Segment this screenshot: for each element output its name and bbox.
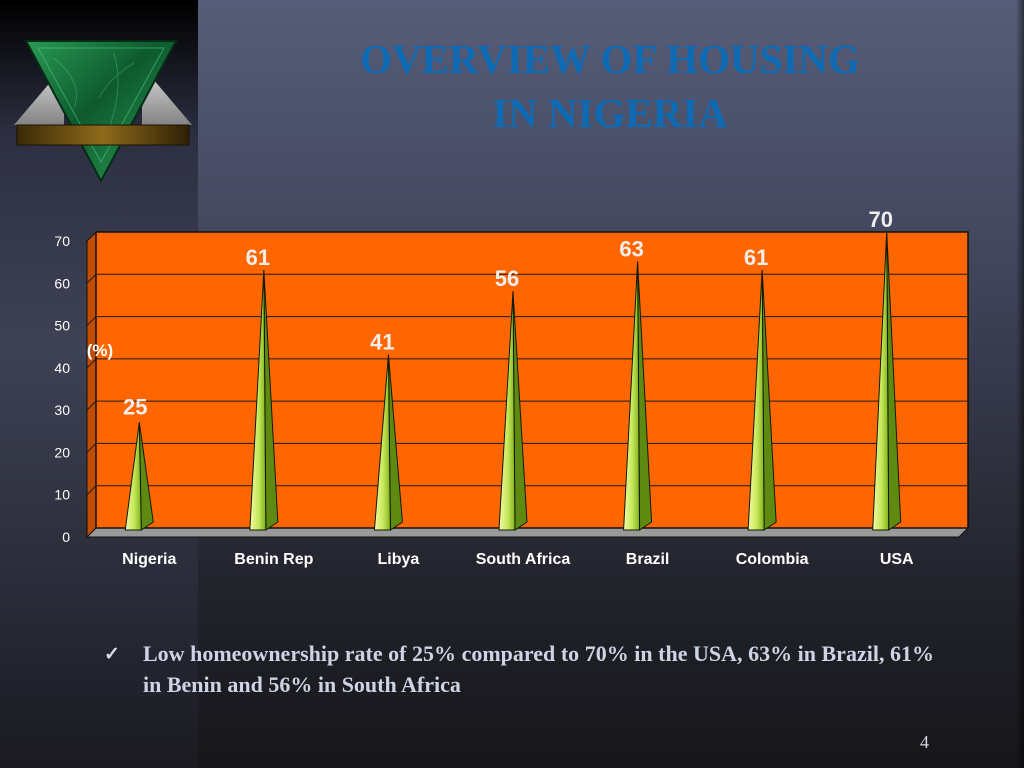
bar-spike xyxy=(747,270,765,531)
gridline-side xyxy=(86,358,97,369)
gridline-side xyxy=(86,485,97,496)
y-tick-label: 40 xyxy=(54,360,70,376)
bar-spike xyxy=(623,261,641,531)
bullet-point: ✓ Low homeownership rate of 25% compared… xyxy=(104,638,934,700)
plot-area xyxy=(95,231,969,529)
y-axis-label: (%) xyxy=(87,341,113,360)
data-label: 41 xyxy=(370,330,394,355)
slide-title: OVERVIEW OF HOUSING IN NIGERIA xyxy=(300,32,920,140)
y-tick-label: 10 xyxy=(54,487,70,503)
gridline-side xyxy=(86,400,97,411)
bar-spike xyxy=(498,291,516,531)
title-line-1: OVERVIEW OF HOUSING xyxy=(360,36,860,82)
x-tick-label: USA xyxy=(880,551,914,568)
checkmark-bullet-icon: ✓ xyxy=(104,644,120,665)
y-tick-label: 70 xyxy=(54,233,70,249)
bar-spike xyxy=(373,354,391,531)
homeownership-chart: 0 10 20 30 40 50 60 70 (%) 25 Nigeria 61 Benin Rep 41… xyxy=(54,207,970,568)
x-tick-label: Brazil xyxy=(626,551,670,568)
data-label: 25 xyxy=(123,394,147,419)
gridline-side xyxy=(86,443,97,453)
x-tick-label: Colombia xyxy=(736,551,809,568)
triangle-logo-icon xyxy=(14,40,192,184)
data-label: 70 xyxy=(868,207,892,232)
plot-side-wall xyxy=(86,230,97,539)
data-label: 63 xyxy=(619,237,643,262)
gridline-side xyxy=(86,273,97,284)
gridline-side xyxy=(86,316,97,326)
page-number: 4 xyxy=(920,732,929,752)
x-tick-label: Libya xyxy=(378,551,420,568)
bar-spike xyxy=(124,422,142,531)
data-label: 61 xyxy=(246,245,270,270)
plot-floor xyxy=(85,527,970,538)
y-tick-label: 0 xyxy=(62,529,70,545)
bar-spike xyxy=(872,231,890,531)
x-tick-label: South Africa xyxy=(476,551,571,568)
x-tick-label: Benin Rep xyxy=(234,551,313,568)
y-tick-label: 50 xyxy=(54,318,70,334)
bullet-text: Low homeownership rate of 25% compared t… xyxy=(143,641,934,697)
y-tick-label: 60 xyxy=(54,275,70,291)
data-label: 61 xyxy=(744,245,768,270)
title-line-2: IN NIGERIA xyxy=(492,90,728,136)
x-tick-label: Nigeria xyxy=(122,551,176,568)
y-tick-label: 20 xyxy=(54,444,70,460)
y-tick-label: 30 xyxy=(54,402,70,418)
right-edge-shadow xyxy=(1016,0,1024,768)
bar-spike xyxy=(249,270,267,531)
data-label: 56 xyxy=(495,266,519,291)
